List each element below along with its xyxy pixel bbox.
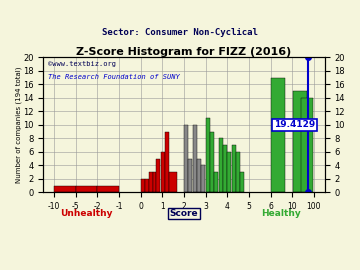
Y-axis label: Number of companies (194 total): Number of companies (194 total) bbox=[15, 67, 22, 183]
Bar bbox=[240, 172, 244, 192]
Text: Sector: Consumer Non-Cyclical: Sector: Consumer Non-Cyclical bbox=[102, 28, 258, 37]
Bar bbox=[145, 179, 149, 192]
Bar bbox=[193, 125, 197, 192]
Text: 19.4129: 19.4129 bbox=[274, 120, 315, 129]
Bar bbox=[223, 145, 226, 192]
Bar bbox=[219, 138, 223, 192]
Bar bbox=[197, 158, 201, 192]
Text: Unhealthy: Unhealthy bbox=[60, 209, 113, 218]
Text: The Research Foundation of SUNY: The Research Foundation of SUNY bbox=[48, 74, 179, 80]
Bar bbox=[149, 172, 153, 192]
Bar bbox=[201, 165, 205, 192]
Text: Score: Score bbox=[170, 209, 198, 218]
Bar bbox=[236, 152, 240, 192]
Bar bbox=[228, 152, 231, 192]
Bar bbox=[141, 179, 145, 192]
Bar bbox=[301, 98, 313, 192]
Bar bbox=[215, 172, 219, 192]
Bar bbox=[169, 172, 177, 192]
Bar bbox=[165, 131, 169, 192]
Text: ©www.textbiz.org: ©www.textbiz.org bbox=[48, 61, 116, 67]
Bar bbox=[153, 172, 157, 192]
Title: Z-Score Histogram for FIZZ (2016): Z-Score Histogram for FIZZ (2016) bbox=[76, 48, 292, 58]
Bar bbox=[189, 158, 192, 192]
Bar bbox=[210, 131, 214, 192]
Bar bbox=[206, 118, 210, 192]
Bar bbox=[232, 145, 236, 192]
Bar bbox=[97, 185, 119, 192]
Bar bbox=[184, 125, 188, 192]
Bar bbox=[76, 185, 97, 192]
Text: Healthy: Healthy bbox=[261, 209, 301, 218]
Bar bbox=[293, 91, 307, 192]
Bar bbox=[271, 78, 285, 192]
Bar bbox=[54, 185, 76, 192]
Bar bbox=[161, 152, 165, 192]
Bar bbox=[157, 158, 160, 192]
